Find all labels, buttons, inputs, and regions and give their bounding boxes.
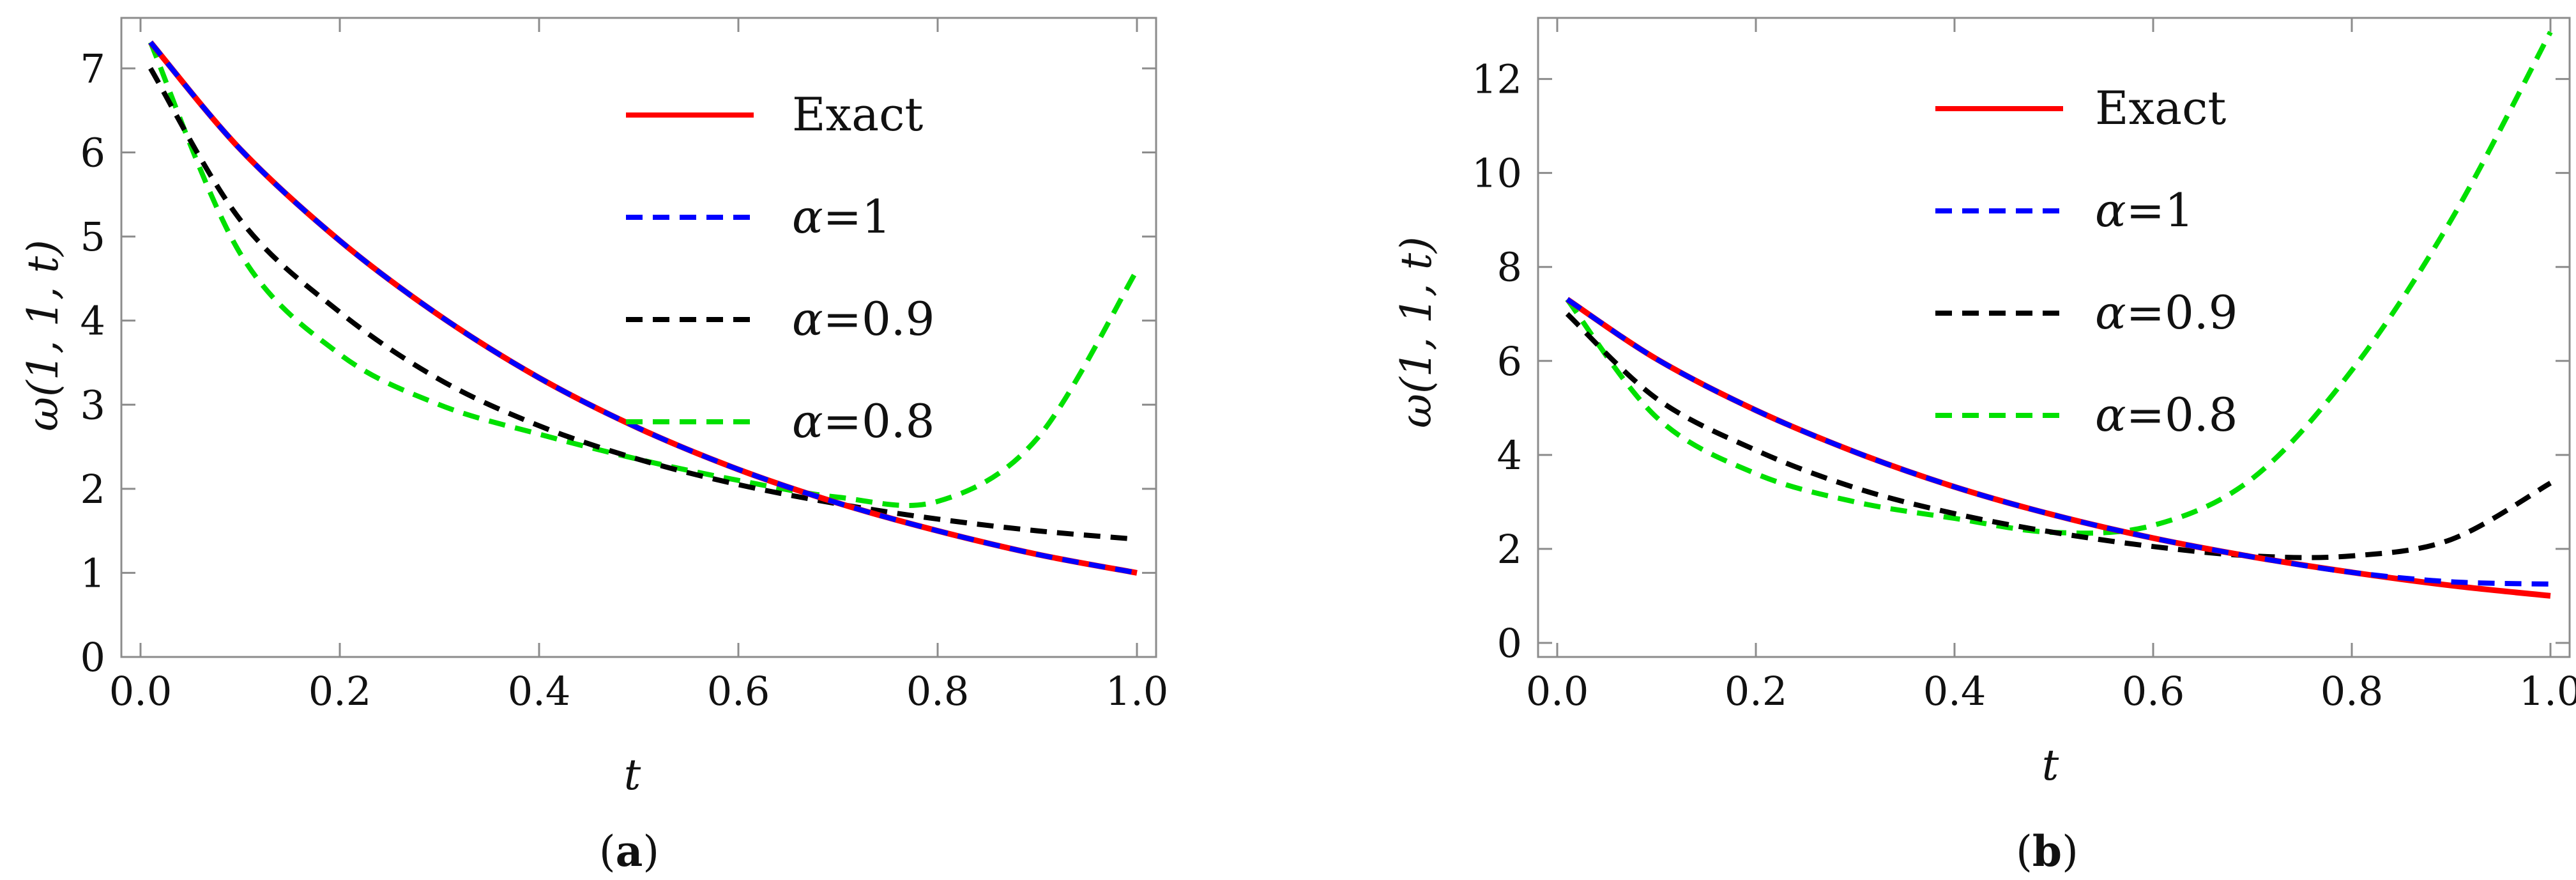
y-tick-label: 0 — [80, 634, 105, 681]
x-tick-label: 0.4 — [1923, 668, 1986, 714]
tick-marks — [1538, 18, 2570, 657]
y-tick-label: 7 — [80, 45, 105, 92]
y-tick-label: 12 — [1472, 56, 1522, 103]
y-tick-label: 0 — [1497, 620, 1522, 667]
x-tick-label: 0.6 — [2122, 668, 2185, 714]
y-axis-label: ω(1, 1, t) — [19, 240, 68, 431]
x-tick-label: 0.2 — [309, 668, 372, 714]
x-axis-label: t — [2042, 741, 2059, 790]
series-line-alpha08 — [148, 41, 1139, 508]
panel-label-close: ) — [643, 827, 659, 876]
y-tick-labels: 0 1 2 3 4 5 6 7 — [80, 45, 105, 681]
legend-label: α=0.9 — [2095, 286, 2237, 339]
legend-label-value: =1 — [823, 190, 891, 243]
y-tick-label: 4 — [1497, 432, 1522, 479]
legend-label-symbol: α — [792, 292, 823, 346]
legend-label: Exact — [792, 88, 923, 141]
panel-label: (b) — [2016, 826, 2078, 876]
series-line-alpha1 — [1566, 297, 2551, 587]
x-tick-label: 1.0 — [2519, 668, 2576, 714]
x-tick-label: 0.8 — [2321, 668, 2384, 714]
y-tick-label: 1 — [80, 550, 105, 596]
series-line-alpha1 — [148, 40, 1138, 576]
y-tick-label: 5 — [80, 213, 105, 260]
legend-label-symbol: α — [2095, 286, 2126, 339]
x-tick-label: 0.0 — [109, 668, 172, 714]
y-tick-label: 8 — [1497, 244, 1522, 291]
panel-label-letter: a — [616, 826, 643, 876]
legend-label: α=0.9 — [792, 292, 934, 346]
x-tick-labels: 0.0 0.2 0.4 0.6 0.8 1.0 — [109, 668, 1169, 714]
y-tick-label: 6 — [1497, 338, 1522, 385]
x-tick-labels: 0.0 0.2 0.4 0.6 0.8 1.0 — [1526, 668, 2576, 714]
panel-label-close: ) — [2062, 827, 2078, 876]
plot-frame — [1537, 17, 2571, 658]
y-tick-label: 2 — [1497, 526, 1522, 573]
y-tick-labels: 0 2 4 6 8 10 12 — [1472, 56, 1522, 667]
y-tick-label: 6 — [80, 130, 105, 176]
y-tick-label: 2 — [80, 466, 105, 513]
tick-marks — [121, 18, 1156, 658]
x-tick-label: 0.6 — [707, 668, 770, 714]
legend-label: Exact — [2095, 81, 2226, 135]
panel-label-open: ( — [599, 827, 616, 876]
panel-label-letter: b — [2032, 826, 2062, 876]
y-tick-label: 10 — [1472, 150, 1522, 197]
panel-label: (a) — [599, 826, 659, 876]
y-tick-label: 4 — [80, 298, 105, 344]
series-curves — [1565, 31, 2553, 599]
series-curves — [148, 40, 1139, 576]
series-line-alpha09 — [148, 66, 1138, 542]
legend-label: α=0.8 — [2095, 388, 2237, 442]
legend-label-value: =0.9 — [823, 292, 935, 346]
x-tick-label: 1.0 — [1106, 668, 1169, 714]
legend-label-value: =0.9 — [2126, 286, 2238, 339]
legend-label-value: =0.8 — [823, 394, 935, 448]
legend-label-symbol: α — [2095, 183, 2126, 237]
legend-label: α=0.8 — [792, 394, 934, 448]
y-axis-label: ω(1, 1, t) — [1392, 236, 1441, 428]
series-line-alpha08 — [1565, 31, 2553, 536]
legend-label-symbol: α — [2095, 388, 2126, 442]
series-line-alpha09 — [1565, 312, 2552, 560]
series-line-exact — [148, 40, 1138, 576]
plot-frame — [120, 17, 1157, 658]
panel-label-open: ( — [2016, 827, 2032, 876]
legend-label-value: =1 — [2126, 183, 2194, 237]
legend-label: α=1 — [2095, 183, 2194, 237]
legend-label: α=1 — [792, 190, 891, 243]
legend-label-value: =0.8 — [2126, 388, 2238, 442]
y-tick-label: 3 — [80, 382, 105, 428]
x-tick-label: 0.0 — [1526, 668, 1589, 714]
x-tick-label: 0.8 — [906, 668, 970, 714]
legend-label-symbol: α — [792, 394, 823, 448]
x-tick-label: 0.4 — [508, 668, 571, 714]
legend-label-symbol: α — [792, 190, 823, 243]
x-axis-label: t — [624, 750, 641, 799]
x-tick-label: 0.2 — [1725, 668, 1788, 714]
